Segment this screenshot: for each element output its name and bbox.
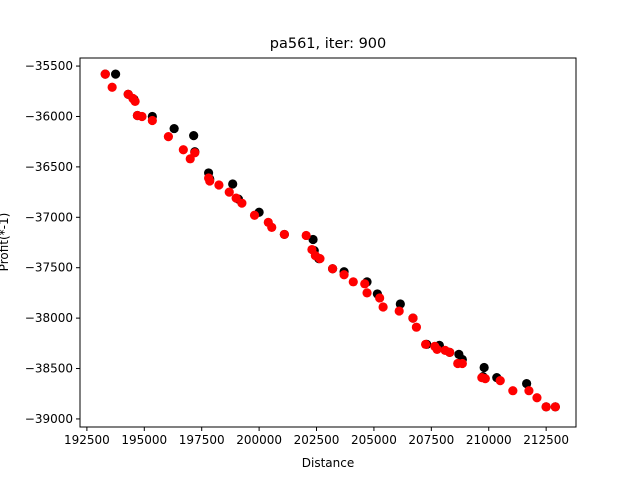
data-point bbox=[214, 180, 224, 190]
data-point bbox=[178, 145, 188, 155]
data-point bbox=[147, 115, 157, 126]
data-point bbox=[524, 386, 534, 396]
data-point bbox=[480, 374, 490, 384]
data-point bbox=[420, 339, 431, 349]
series-1 bbox=[100, 69, 560, 412]
x-tick-label: 212500 bbox=[523, 433, 569, 447]
data-point bbox=[445, 347, 455, 357]
plot-frame bbox=[79, 57, 577, 428]
data-point bbox=[137, 111, 147, 122]
data-point bbox=[541, 402, 551, 412]
data-point bbox=[224, 187, 234, 197]
data-point bbox=[362, 288, 372, 298]
data-point bbox=[378, 302, 388, 312]
data-point bbox=[327, 264, 338, 274]
data-point bbox=[457, 358, 467, 369]
data-point bbox=[550, 402, 560, 412]
y-tick-label: −36000 bbox=[25, 109, 73, 123]
data-point bbox=[495, 376, 505, 386]
data-point bbox=[301, 230, 311, 241]
data-point bbox=[100, 69, 110, 79]
x-tick-label: 205000 bbox=[351, 433, 397, 447]
data-point bbox=[315, 254, 325, 264]
data-point bbox=[395, 299, 405, 309]
y-tick-label: −37500 bbox=[25, 261, 73, 275]
data-point bbox=[308, 234, 318, 245]
x-tick-label: 200000 bbox=[236, 433, 282, 447]
x-axis-label: Distance bbox=[302, 456, 354, 470]
data-point bbox=[532, 393, 542, 403]
data-point bbox=[189, 131, 199, 141]
data-point bbox=[348, 277, 358, 287]
x-tick-label: 210000 bbox=[466, 433, 512, 447]
x-tick-label: 202500 bbox=[294, 433, 340, 447]
x-tick-label: 197500 bbox=[179, 433, 225, 447]
series-0 bbox=[100, 69, 560, 412]
data-points bbox=[100, 69, 560, 412]
data-point bbox=[107, 82, 117, 92]
data-point bbox=[267, 222, 277, 232]
y-axis: −35500 −36000 −36500 −37000 −37500 −38000 −385… bbox=[25, 59, 80, 426]
data-point bbox=[130, 96, 140, 106]
y-tick-label: −37000 bbox=[25, 210, 73, 224]
y-tick-label: −39000 bbox=[25, 412, 73, 426]
y-tick-label: −38000 bbox=[25, 311, 73, 325]
x-tick-label: 207500 bbox=[408, 433, 454, 447]
data-point bbox=[339, 270, 349, 280]
x-axis: 192500 195000 197500 200000 202500 205000 2075… bbox=[64, 427, 569, 447]
y-tick-label: −36500 bbox=[25, 160, 73, 174]
data-point bbox=[432, 344, 442, 354]
x-tick-label: 192500 bbox=[64, 433, 110, 447]
x-tick-label: 195000 bbox=[121, 433, 167, 447]
data-point bbox=[360, 279, 370, 289]
data-point bbox=[375, 293, 385, 303]
data-point bbox=[411, 322, 422, 332]
data-point bbox=[479, 362, 489, 373]
data-point bbox=[190, 148, 200, 158]
data-point bbox=[522, 379, 532, 389]
data-point bbox=[228, 179, 238, 189]
data-point bbox=[110, 69, 121, 79]
data-point bbox=[163, 132, 174, 142]
data-point bbox=[394, 306, 404, 316]
chart-title: pa561, iter: 900 bbox=[270, 36, 387, 52]
data-point bbox=[249, 210, 260, 220]
data-point bbox=[205, 176, 215, 186]
data-point bbox=[169, 123, 179, 134]
data-point bbox=[237, 198, 247, 208]
data-point bbox=[279, 229, 289, 240]
data-point bbox=[408, 313, 418, 323]
y-tick-label: −35500 bbox=[25, 59, 73, 73]
data-point bbox=[508, 386, 518, 396]
y-axis-label: Profit(*-1) bbox=[0, 213, 11, 272]
y-tick-label: −38500 bbox=[25, 362, 73, 376]
